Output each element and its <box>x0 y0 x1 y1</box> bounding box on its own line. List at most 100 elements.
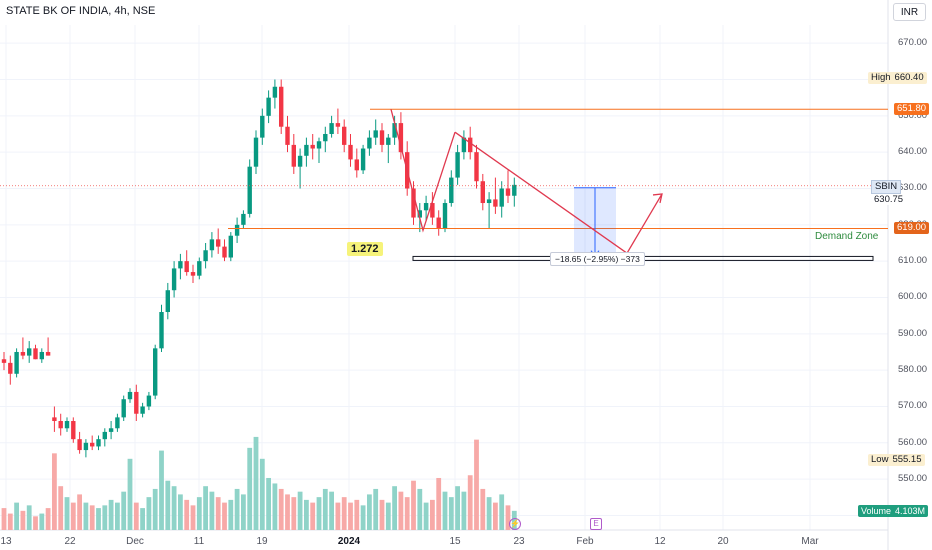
volume-bar <box>316 497 322 530</box>
time-tick-label: 19 <box>256 536 268 547</box>
volume-bar <box>64 497 70 530</box>
volume-bar <box>259 458 265 530</box>
currency-button[interactable]: INR <box>893 3 926 21</box>
candle-body <box>96 439 101 447</box>
volume-bar <box>474 439 479 530</box>
price-tick-label: 640.00 <box>898 146 928 158</box>
volume-bar <box>247 447 253 530</box>
candle-body <box>20 351 26 356</box>
volume-bar <box>196 497 202 530</box>
volume-bar <box>234 488 240 530</box>
chart-drawings <box>0 108 888 261</box>
volume-bar <box>455 486 460 530</box>
candle-body <box>512 184 517 196</box>
candle-body <box>77 439 82 451</box>
time-tick-label: Mar <box>801 536 819 547</box>
candle-body <box>134 391 139 414</box>
resistance-price-label: 651.80 <box>894 103 930 116</box>
volume-bar <box>423 502 429 530</box>
volume-bar <box>430 499 435 530</box>
volume-bar <box>209 491 215 530</box>
candle-body <box>430 203 435 218</box>
candle-body <box>411 188 416 218</box>
time-tick-label: Feb <box>576 536 594 547</box>
candle-body <box>45 351 51 356</box>
candle-body <box>203 250 208 262</box>
lightning-event-icon[interactable]: ⚡ <box>509 518 521 530</box>
volume-bar <box>278 488 284 530</box>
volume-bar <box>486 497 492 530</box>
candle-body <box>71 421 76 440</box>
candle-body <box>329 123 334 134</box>
volume-label: Volume 4.103M <box>858 505 929 517</box>
candle-body <box>115 417 120 429</box>
volume-bar <box>121 491 127 530</box>
time-tick-label: 11 <box>193 536 205 547</box>
candle-body <box>310 144 315 149</box>
current-price-label: SBIN630.75 <box>868 179 932 205</box>
candle-body <box>449 177 454 204</box>
price-tick-label: 550.00 <box>898 473 928 485</box>
price-tick-label: 580.00 <box>898 364 928 376</box>
volume-bar <box>96 508 101 530</box>
earnings-event-icon[interactable]: E <box>590 518 602 530</box>
high-label-key: High <box>871 72 891 84</box>
time-tick-label: 12 <box>654 536 666 547</box>
candle-body <box>127 391 133 400</box>
time-tick-label: 13 <box>0 536 12 547</box>
price-tick-label: 590.00 <box>898 327 928 339</box>
candle-body <box>52 417 57 422</box>
fib-extension-label: 1.272 <box>347 242 383 256</box>
candle-body <box>197 261 202 276</box>
volume-bar <box>133 502 139 530</box>
volume-bars <box>1 436 517 530</box>
projection-arrow-head <box>652 193 663 204</box>
candle-body <box>216 239 221 247</box>
volume-bar <box>499 494 505 530</box>
volume-label-value: 4.103M <box>895 506 926 516</box>
candle-body <box>480 181 485 204</box>
candle-body <box>209 239 215 251</box>
candle-body <box>1 359 7 363</box>
volume-bar <box>102 505 108 530</box>
candle-body <box>474 152 479 182</box>
candle-body <box>417 210 422 218</box>
volume-bar <box>178 494 183 530</box>
high-price-label: High 660.40 <box>868 72 927 85</box>
pattern-zigzag <box>390 109 456 233</box>
volume-bar <box>58 486 64 530</box>
candle-body <box>39 351 44 360</box>
candle-body <box>291 144 296 167</box>
candle-body <box>228 235 233 258</box>
volume-bar <box>165 480 171 530</box>
candle-body <box>348 144 353 160</box>
projection-line <box>626 193 663 254</box>
volume-bar <box>448 497 454 530</box>
volume-bar <box>70 502 76 530</box>
volume-bar <box>442 491 448 530</box>
candle-body <box>153 348 158 396</box>
descending-trendline <box>454 131 628 254</box>
time-tick-label: 15 <box>449 536 461 547</box>
volume-bar <box>360 505 366 530</box>
volume-bar <box>89 505 95 530</box>
volume-bar <box>304 499 309 530</box>
time-tick-label: Dec <box>126 536 144 547</box>
candle-body <box>367 137 372 149</box>
volume-bar <box>379 499 385 530</box>
volume-bar <box>253 436 259 530</box>
volume-bar <box>404 497 410 530</box>
candle-body <box>184 261 189 273</box>
candle-body <box>165 290 170 313</box>
candle-body <box>455 152 460 178</box>
low-label-key: Low <box>871 454 889 466</box>
volume-bar <box>26 505 32 530</box>
candle-body <box>222 246 227 258</box>
volume-bar <box>354 499 360 530</box>
chart-grid <box>0 0 889 550</box>
candle-body <box>335 123 341 127</box>
volume-bar <box>348 502 353 530</box>
volume-bar <box>385 502 391 530</box>
candle-body <box>178 261 183 269</box>
